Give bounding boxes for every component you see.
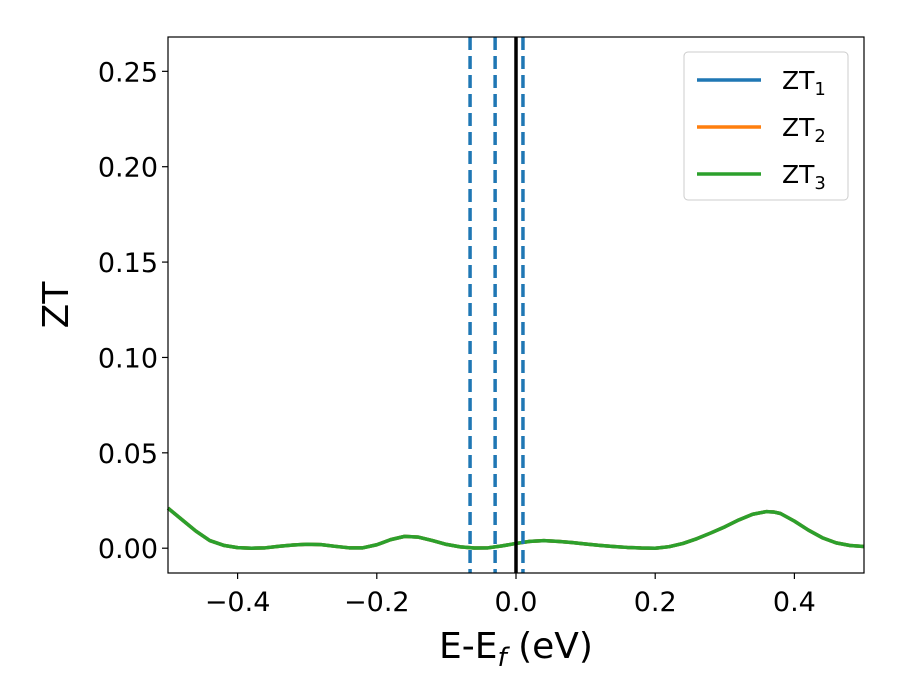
- legend-box: [683, 51, 849, 201]
- reference-lines: [468, 37, 525, 573]
- x-tick-label: −0.4: [205, 587, 271, 618]
- x-axis: −0.4 −0.2 0.0 0.2 0.4: [205, 573, 816, 618]
- x-tick-label: 0.0: [495, 587, 538, 618]
- legend: ZT1 ZT2 ZT3: [683, 51, 849, 201]
- y-tick-label: 0.15: [98, 248, 158, 279]
- x-tick-label: −0.2: [344, 587, 410, 618]
- x-tick-label: 0.4: [773, 587, 816, 618]
- x-tick-label: 0.2: [634, 587, 677, 618]
- y-tick-label: 0.05: [98, 439, 158, 470]
- y-tick-label: 0.00: [98, 534, 158, 565]
- y-tick-label: 0.10: [98, 343, 158, 374]
- y-tick-label: 0.20: [98, 153, 158, 184]
- x-axis-title: E-Ef (eV): [439, 626, 593, 673]
- y-tick-label: 0.25: [98, 57, 158, 88]
- legend-label-3: ZT3: [782, 160, 826, 194]
- legend-label-2: ZT2: [782, 113, 826, 147]
- y-axis-title: ZT: [36, 281, 77, 329]
- legend-label-1: ZT1: [782, 66, 826, 100]
- y-axis: 0.00 0.05 0.10 0.15 0.20 0.25: [98, 57, 168, 565]
